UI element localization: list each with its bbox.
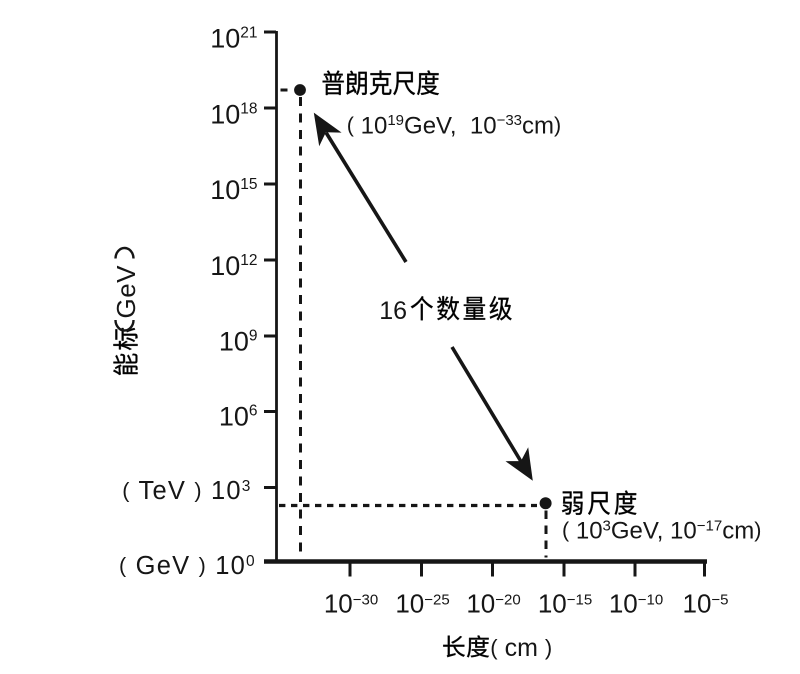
svg-text:10−25: 10−25 xyxy=(395,589,449,619)
svg-text:109: 109 xyxy=(219,327,258,357)
svg-text:1015: 1015 xyxy=(210,175,257,205)
svg-text:1012: 1012 xyxy=(210,251,257,281)
svg-text:10−20: 10−20 xyxy=(466,589,520,619)
svg-text:GeV: GeV xyxy=(111,265,141,319)
svg-text:1018: 1018 xyxy=(210,100,257,130)
svg-text:10−30: 10−30 xyxy=(324,589,378,619)
svg-text:1021: 1021 xyxy=(210,24,257,54)
svg-text:106: 106 xyxy=(219,402,258,432)
svg-text:( 103GeV, 10−17cm): ( 103GeV, 10−17cm) xyxy=(562,518,761,545)
svg-text:( 1019GeV, 10−33cm): ( 1019GeV, 10−33cm) xyxy=(347,112,561,140)
svg-text:10−5: 10−5 xyxy=(682,589,728,619)
svg-text:( cm ): ( cm ) xyxy=(490,634,552,662)
svg-text:10−15: 10−15 xyxy=(538,589,592,619)
svg-text:( TeV ) 103: ( TeV ) 103 xyxy=(122,477,250,505)
svg-text:( GeV ) 100: ( GeV ) 100 xyxy=(119,552,255,580)
svg-text:16: 16 xyxy=(379,297,407,325)
svg-text:10−10: 10−10 xyxy=(609,589,663,619)
